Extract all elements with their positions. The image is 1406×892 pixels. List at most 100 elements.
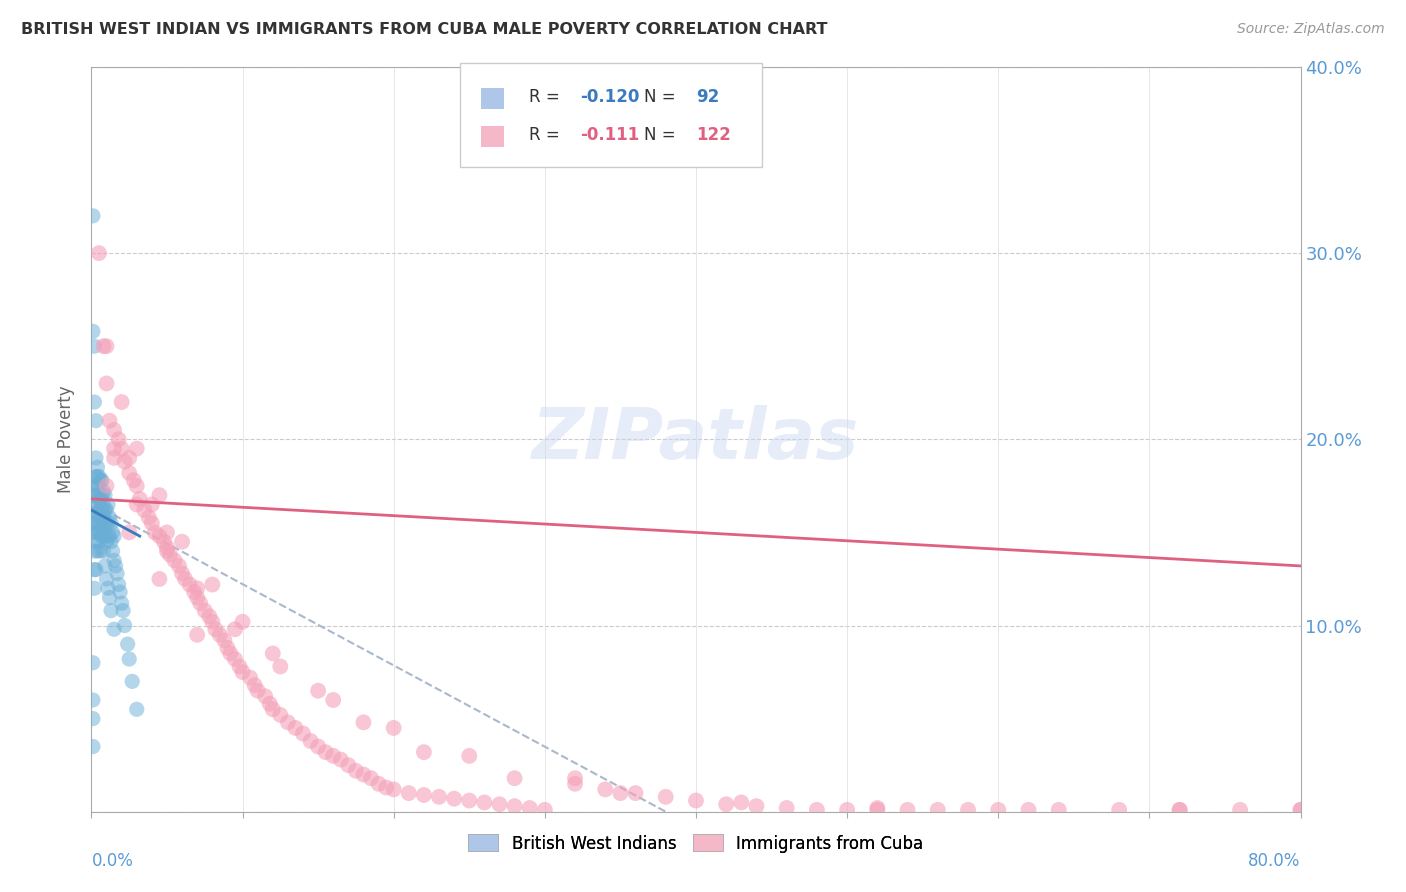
Point [96, 376, 118, 391]
Text: Source: ZipAtlas.com: Source: ZipAtlas.com [1237, 22, 1385, 37]
Point [745, 799, 768, 814]
Point [97, 529, 120, 543]
Point [172, 534, 194, 549]
Point [91, 503, 114, 517]
Point [97, 498, 120, 512]
Point [413, 745, 436, 759]
Point [82, 656, 104, 670]
Point [84, 507, 107, 521]
Point [82, 209, 104, 223]
Point [503, 771, 526, 785]
Point [214, 633, 236, 648]
Point [776, 801, 799, 815]
Point [503, 799, 526, 814]
Point [104, 558, 127, 573]
Point [125, 702, 148, 716]
Point [91, 529, 114, 543]
Point [98, 510, 121, 524]
Point [375, 780, 398, 795]
Point [111, 395, 132, 409]
FancyBboxPatch shape [481, 87, 505, 109]
Point [101, 544, 124, 558]
Point [94, 516, 117, 530]
Point [1289, 803, 1312, 817]
Point [987, 803, 1010, 817]
Point [564, 777, 586, 791]
Point [93, 544, 115, 558]
Text: 0.0%: 0.0% [91, 852, 134, 870]
Point [1168, 803, 1191, 817]
Point [315, 745, 337, 759]
Point [367, 777, 389, 791]
Point [337, 758, 360, 772]
Point [897, 803, 920, 817]
Point [86, 525, 108, 540]
Point [84, 516, 107, 530]
Point [1108, 803, 1130, 817]
Text: R =: R = [529, 87, 565, 105]
Point [117, 637, 139, 651]
Point [103, 423, 125, 437]
Point [87, 491, 110, 506]
Point [443, 791, 465, 805]
Point [564, 771, 586, 785]
Point [228, 659, 250, 673]
Point [322, 748, 344, 763]
Point [156, 525, 179, 540]
Point [114, 618, 136, 632]
Point [219, 647, 242, 661]
Point [96, 503, 118, 517]
Point [259, 697, 281, 711]
Point [217, 640, 239, 655]
Point [84, 563, 107, 577]
Point [156, 544, 179, 558]
Point [156, 541, 179, 555]
Point [292, 726, 315, 740]
Point [89, 507, 111, 521]
Point [83, 507, 105, 521]
Point [1047, 803, 1070, 817]
Point [125, 479, 148, 493]
Point [458, 793, 481, 807]
Text: N =: N = [644, 127, 681, 145]
Point [174, 572, 197, 586]
Point [87, 246, 110, 260]
Point [352, 715, 374, 730]
Point [194, 604, 217, 618]
Point [148, 488, 170, 502]
Point [714, 797, 737, 812]
Point [654, 789, 676, 804]
Text: 122: 122 [696, 127, 731, 145]
Text: BRITISH WEST INDIAN VS IMMIGRANTS FROM CUBA MALE POVERTY CORRELATION CHART: BRITISH WEST INDIAN VS IMMIGRANTS FROM C… [21, 22, 828, 37]
Point [125, 442, 148, 456]
Point [239, 671, 262, 685]
Point [153, 534, 176, 549]
Point [125, 498, 148, 512]
Point [83, 488, 105, 502]
Point [93, 484, 115, 499]
Point [87, 488, 110, 502]
Point [103, 442, 125, 456]
Point [730, 796, 752, 810]
Point [128, 491, 150, 506]
Point [111, 442, 132, 456]
Point [103, 622, 125, 636]
Point [198, 609, 221, 624]
Point [1018, 803, 1040, 817]
Point [284, 721, 307, 735]
Legend: British West Indians, Immigrants from Cuba: British West Indians, Immigrants from Cu… [461, 828, 931, 859]
Point [329, 753, 352, 767]
Text: ZIPatlas: ZIPatlas [533, 405, 859, 474]
Point [172, 566, 194, 581]
Point [208, 628, 231, 642]
Point [231, 665, 253, 679]
Point [360, 771, 382, 785]
Point [138, 510, 160, 524]
Point [100, 604, 122, 618]
Point [83, 498, 105, 512]
Point [103, 529, 125, 543]
Point [97, 582, 120, 596]
Point [97, 516, 120, 530]
Point [89, 525, 111, 540]
Text: N =: N = [644, 87, 681, 105]
